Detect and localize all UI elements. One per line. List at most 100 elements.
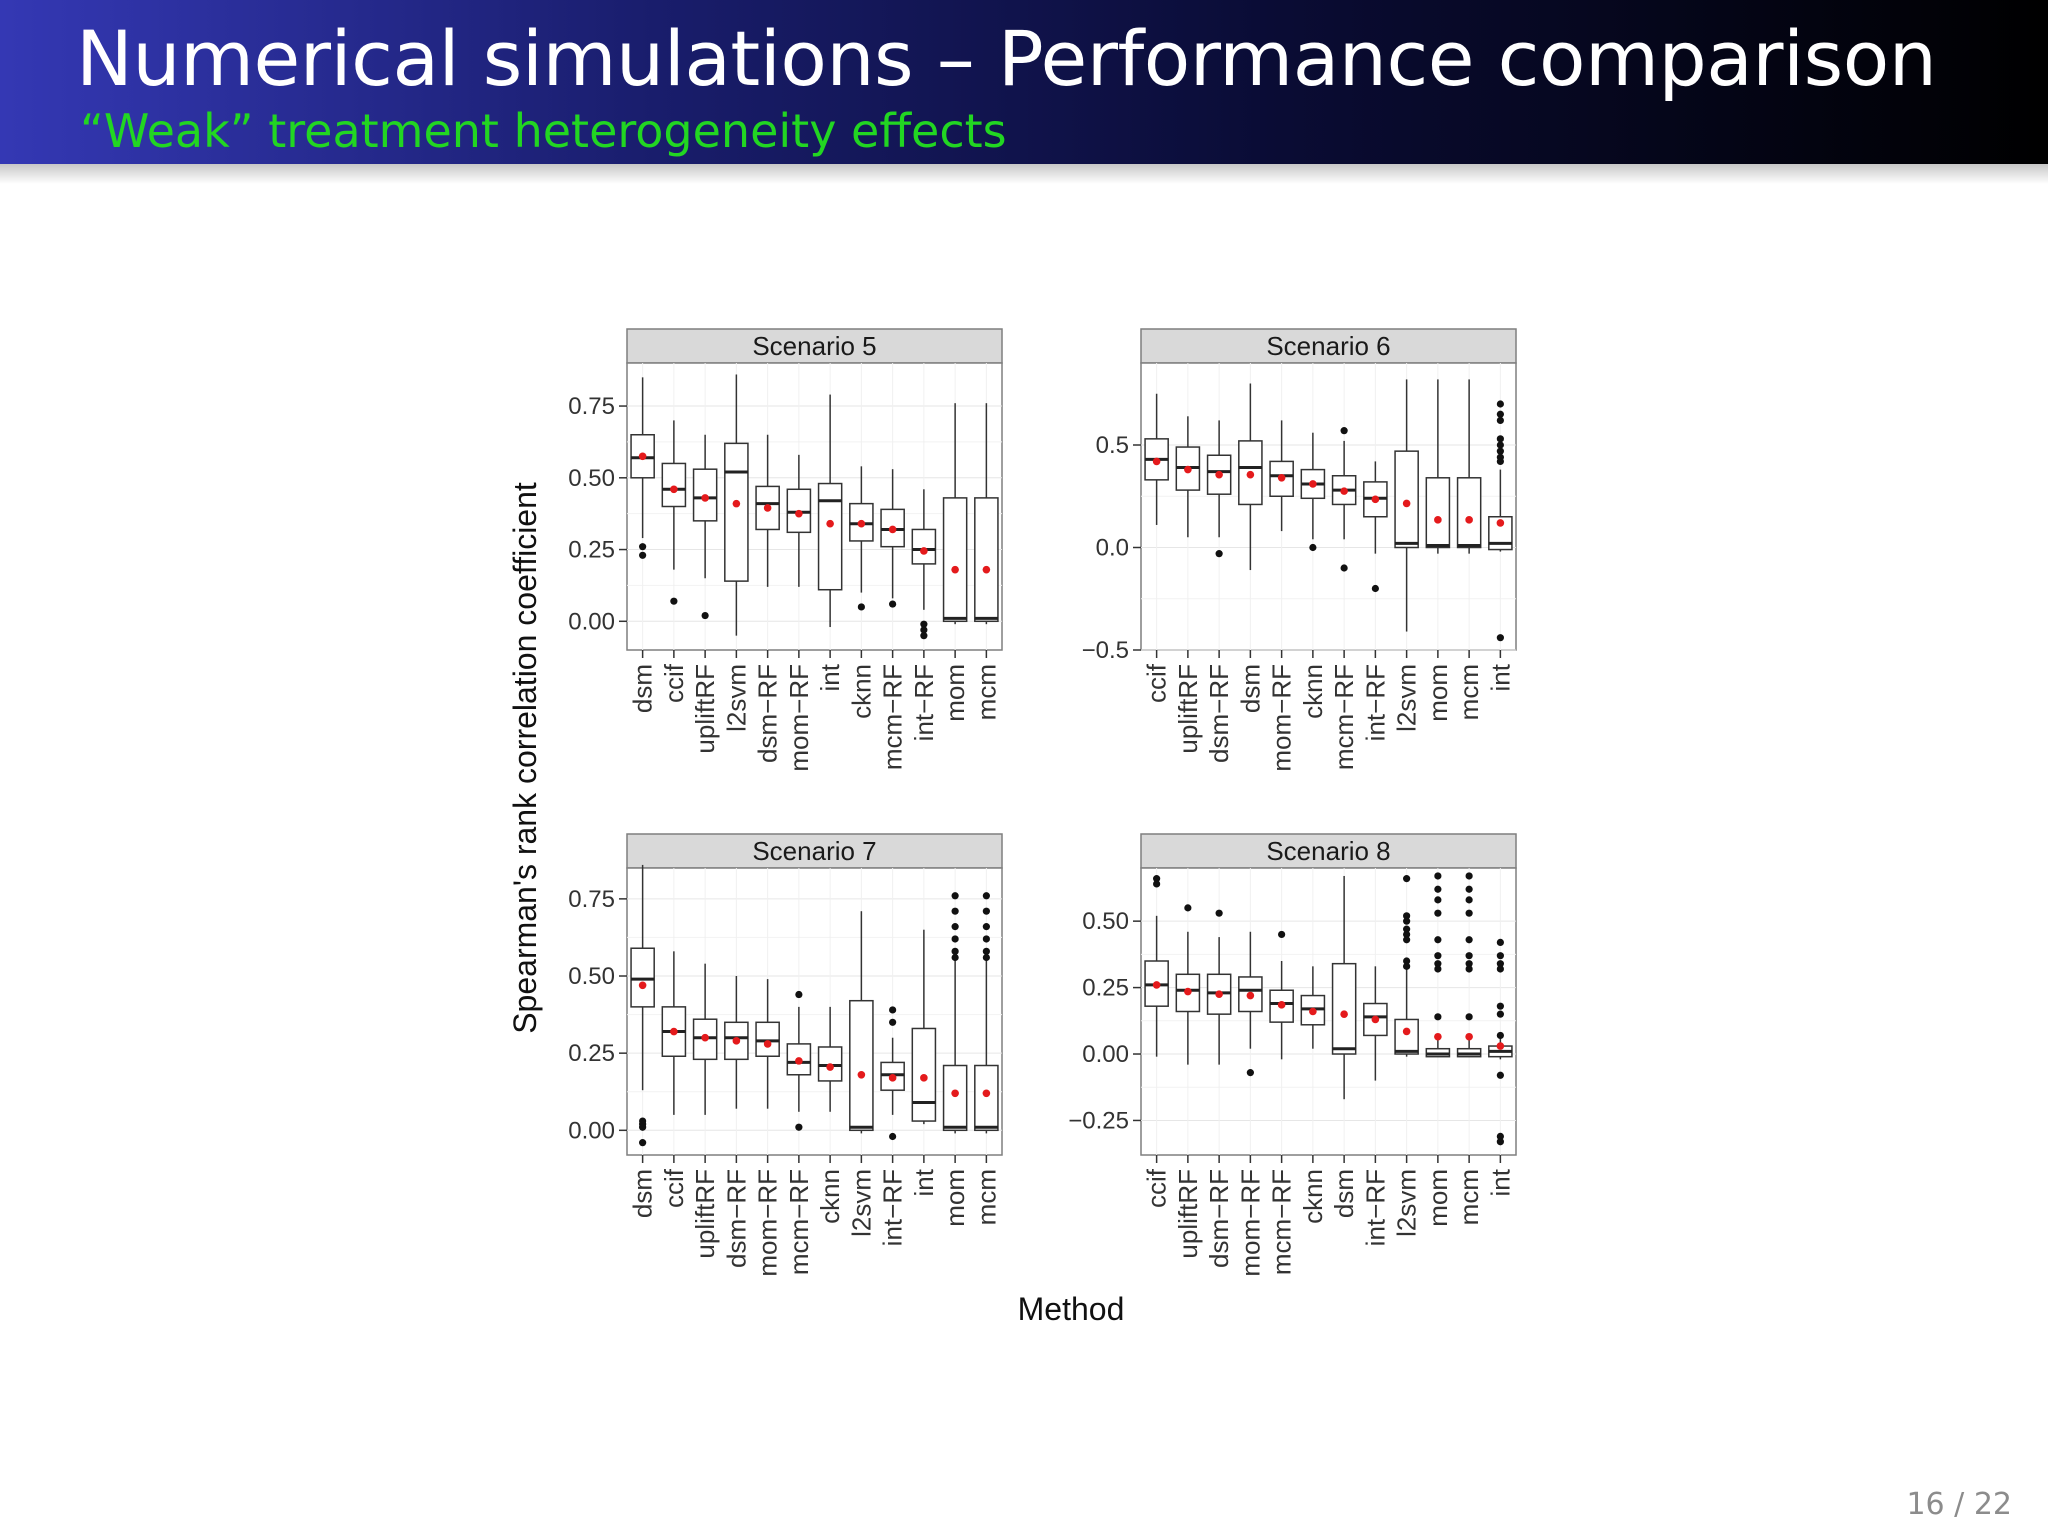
- plot-panel: [626, 867, 1003, 1156]
- mean-point: [920, 547, 928, 555]
- mean-point: [1152, 981, 1161, 989]
- mean-point: [1371, 495, 1380, 504]
- mean-point: [857, 1070, 866, 1079]
- mean-point: [1215, 470, 1223, 479]
- outlier-point: [1153, 875, 1161, 883]
- y-tick-label: 0.00: [568, 608, 615, 635]
- boxplot-0: [1144, 393, 1169, 525]
- x-tick-label: mom: [940, 1169, 970, 1227]
- x-tick-label: mcm: [971, 664, 1001, 720]
- outlier-point: [1434, 965, 1442, 973]
- x-tick-label: dsm−RF: [1204, 664, 1234, 763]
- x-tick-label: mom−RF: [1235, 1169, 1265, 1277]
- outlier-point: [1465, 960, 1473, 968]
- boxplot-4: [1269, 420, 1294, 532]
- outlier-point: [1434, 1013, 1442, 1021]
- boxplot-11: [974, 403, 999, 625]
- outlier-point: [1465, 872, 1473, 880]
- mean-point: [888, 1074, 897, 1082]
- x-tick-label: mcm−RF: [878, 664, 908, 770]
- boxplot-7: [849, 466, 874, 611]
- mean-point: [1402, 499, 1411, 508]
- boxplot-0: [1144, 875, 1169, 1057]
- facet-strip: [626, 833, 1003, 869]
- slide-subtitle: “Weak” treatment heterogeneity effects: [80, 104, 1007, 158]
- outlier-point: [1496, 416, 1504, 424]
- x-tick-label: mom: [940, 664, 970, 722]
- x-tick-label: dsm: [1329, 1169, 1359, 1218]
- outlier-point: [889, 1132, 897, 1141]
- x-tick-label: cknn: [815, 1169, 845, 1224]
- outlier-point: [1403, 875, 1411, 883]
- y-tick-label: 0.00: [1082, 1041, 1129, 1068]
- x-tick-label: int: [1485, 1168, 1515, 1196]
- mean-point: [982, 565, 991, 574]
- mean-point: [1371, 1015, 1380, 1024]
- box-iqr: [942, 497, 968, 623]
- outlier-point: [1184, 904, 1192, 912]
- outlier-point: [1246, 1069, 1254, 1077]
- outlier-point: [1434, 872, 1442, 880]
- x-axis-title: Method: [1018, 1291, 1125, 1327]
- boxplot-6: [817, 1006, 843, 1112]
- y-tick-label: 0.00: [568, 1117, 615, 1144]
- outlier-point: [1465, 885, 1473, 893]
- mean-point: [732, 1037, 741, 1045]
- slide-title: Numerical simulations – Performance comp…: [76, 14, 1937, 103]
- x-tick-label: mom: [1423, 1169, 1453, 1227]
- x-tick-label: mcm−RF: [1267, 1169, 1297, 1275]
- mean-point: [1402, 1027, 1411, 1036]
- mean-point: [1309, 1007, 1317, 1016]
- boxplot-9: [1425, 872, 1451, 1058]
- mean-point: [1246, 470, 1255, 479]
- x-tick-label: dsm: [628, 664, 658, 713]
- outlier-point: [889, 600, 897, 608]
- facet-panel: Scenario 5 0.00 0.25 0.50 0.75 dsm ccif upliftR…: [568, 328, 1003, 772]
- boxplot-1: [661, 420, 687, 605]
- mean-point: [982, 1089, 991, 1098]
- boxplot-2: [1206, 420, 1232, 558]
- boxplot-1: [1175, 416, 1201, 538]
- box-iqr: [849, 999, 874, 1132]
- outlier-point: [1496, 441, 1504, 449]
- box-iqr: [1331, 962, 1357, 1055]
- boxplot-1: [1175, 904, 1201, 1065]
- facet-strip: [626, 328, 1003, 364]
- outlier-point: [1434, 909, 1442, 917]
- x-tick-label: int: [1485, 663, 1515, 691]
- outlier-point: [951, 907, 959, 915]
- boxplot-10: [1456, 872, 1482, 1058]
- outlier-point: [1403, 930, 1411, 939]
- box-iqr: [724, 442, 749, 582]
- x-tick-label: mom−RF: [1267, 664, 1297, 772]
- mean-point: [826, 1063, 834, 1071]
- x-tick-label: int: [909, 1168, 939, 1196]
- box-iqr: [1394, 450, 1419, 549]
- x-tick-label: l2svm: [1392, 664, 1422, 732]
- outlier-point: [1340, 564, 1348, 572]
- y-axis-title: Spearman's rank correlation coefficient: [507, 482, 543, 1034]
- outlier-point: [1496, 1010, 1504, 1018]
- outlier-point: [1496, 634, 1504, 642]
- outlier-point: [982, 953, 990, 962]
- mean-point: [1246, 991, 1255, 1000]
- mean-point: [1434, 1032, 1442, 1041]
- boxplot-9: [1425, 379, 1451, 554]
- facet-panel: Scenario 7 0.00 0.25 0.50 0.75 dsm ccif upliftR…: [568, 833, 1003, 1277]
- mean-point: [951, 565, 959, 574]
- outlier-point: [1215, 909, 1223, 917]
- boxplot-9: [911, 929, 937, 1125]
- outlier-point: [1465, 965, 1473, 973]
- mean-point: [1434, 516, 1442, 524]
- x-tick-label: mcm: [971, 1169, 1001, 1225]
- outlier-point: [1434, 896, 1442, 904]
- outlier-point: [1340, 427, 1348, 435]
- y-tick-label: 0.50: [1082, 908, 1129, 935]
- outlier-point: [1403, 957, 1411, 965]
- mean-point: [763, 504, 772, 512]
- outlier-point: [1403, 925, 1411, 933]
- x-tick-label: upliftRF: [1173, 1169, 1203, 1259]
- outlier-point: [1434, 885, 1442, 893]
- boxplot-11: [974, 892, 999, 1134]
